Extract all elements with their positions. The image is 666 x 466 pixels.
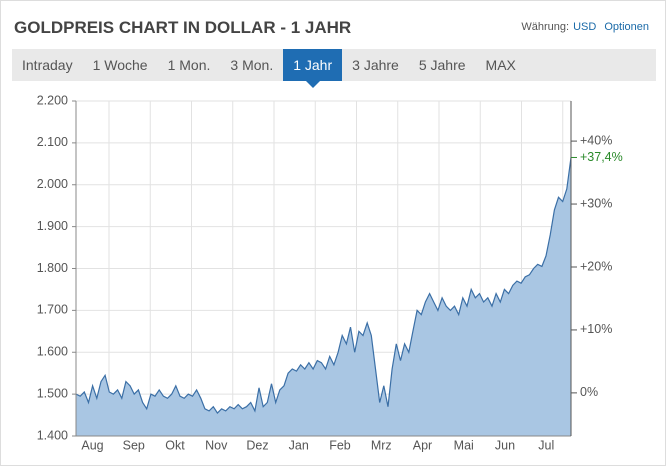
y-tick-label: 1.800 — [37, 261, 68, 275]
x-tick-label: Dez — [246, 438, 268, 452]
x-tick-label: Feb — [329, 438, 351, 452]
x-tick-label: Jul — [538, 438, 554, 452]
tab[interactable]: 1 Mon. — [167, 57, 211, 73]
y2-tick-label: +10% — [580, 322, 612, 336]
tab[interactable]: 1 Jahr — [283, 49, 343, 88]
currency-link[interactable]: USD — [573, 21, 597, 33]
y-tick-label: 2.000 — [37, 177, 68, 191]
tab[interactable]: 3 Jahre — [352, 57, 399, 73]
area — [76, 157, 571, 436]
tab[interactable]: 1 Woche — [92, 57, 148, 73]
y-tick-label: 1.700 — [37, 303, 68, 317]
y2-tick-label: +30% — [580, 196, 612, 210]
y2-tick-label: +40% — [580, 133, 612, 147]
y-tick-label: 1.500 — [37, 386, 68, 400]
y2-tick-label: +20% — [580, 259, 612, 273]
currency-label: Währung: — [521, 21, 570, 33]
x-tick-label: Jan — [289, 438, 309, 452]
tab[interactable]: 3 Mon. — [230, 57, 274, 73]
x-tick-label: Mrz — [371, 438, 392, 452]
x-tick-label: Mai — [454, 438, 474, 452]
y-tick-label: 1.600 — [37, 345, 68, 359]
current-label: +37,4% — [580, 150, 623, 164]
line — [75, 157, 572, 414]
tab-bar: Intraday 1 Woche 1 Mon. 3 Mon. 1 Jahr 3 Jahre… — [12, 49, 656, 88]
y-tick-label: 1.400 — [37, 428, 68, 442]
options-bar: Währung: USD Optionen — [521, 21, 649, 33]
y-tick-label: 1.900 — [37, 219, 68, 233]
x-tick-label: Okt — [165, 438, 185, 452]
tab[interactable]: Intraday — [22, 57, 73, 73]
x-tick-label: Sep — [123, 438, 145, 452]
y-tick-label: 2.200 — [37, 93, 68, 107]
options-link[interactable]: Optionen — [604, 21, 649, 33]
tab[interactable]: 5 Jahre — [418, 57, 466, 73]
x-tick-label: Nov — [205, 438, 228, 452]
y-tick-label: 2.100 — [37, 135, 68, 149]
x-tick-label: Jun — [495, 438, 515, 452]
y2-tick-label: 0% — [580, 385, 598, 399]
x-tick-label: Apr — [413, 438, 432, 452]
tab[interactable]: MAX — [485, 57, 516, 73]
x-tick-label: Aug — [81, 438, 103, 452]
title: GOLDPREIS CHART IN DOLLAR - 1 JAHR — [14, 18, 352, 37]
